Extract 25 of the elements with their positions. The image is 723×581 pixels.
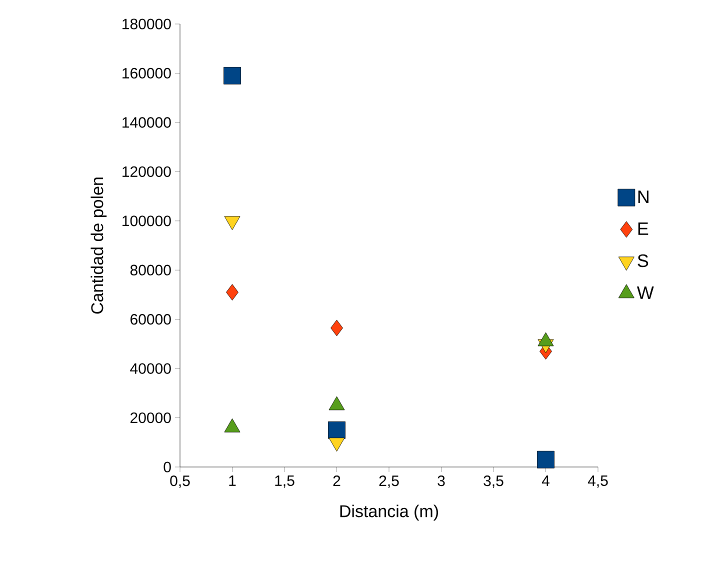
x-tick-label: 4,5 — [588, 476, 608, 488]
legend-label: N — [638, 190, 648, 204]
x-tick-label: 0,5 — [170, 476, 190, 488]
y-tick-label: 100000 — [122, 216, 171, 226]
x-tick-label: 4 — [542, 476, 550, 486]
legend-label: S — [638, 254, 648, 268]
x-tick-label: 1 — [229, 476, 236, 486]
x-tick-label: 1,5 — [275, 476, 294, 488]
y-tick-label: 40000 — [130, 363, 171, 374]
x-axis-title: Distancia (m) — [340, 504, 438, 521]
y-tick-label: 20000 — [130, 412, 171, 424]
x-tick-label: 3 — [438, 476, 445, 486]
y-tick-label: 160000 — [122, 68, 171, 79]
x-tick-label: 3,5 — [484, 476, 504, 488]
x-tick-label: 2,5 — [379, 476, 399, 488]
y-tick-label: 0 — [164, 462, 171, 472]
legend-label: W — [636, 286, 654, 299]
x-tick-label: 2 — [333, 476, 340, 486]
y-axis-title: Cantidad de polen — [90, 178, 107, 314]
y-tick-label: 140000 — [122, 117, 171, 128]
legend-label: E — [638, 222, 648, 235]
y-tick-label: 120000 — [122, 166, 171, 177]
y-tick-label: 180000 — [122, 18, 171, 30]
y-tick-label: 80000 — [130, 264, 171, 276]
y-tick-label: 60000 — [130, 314, 171, 325]
